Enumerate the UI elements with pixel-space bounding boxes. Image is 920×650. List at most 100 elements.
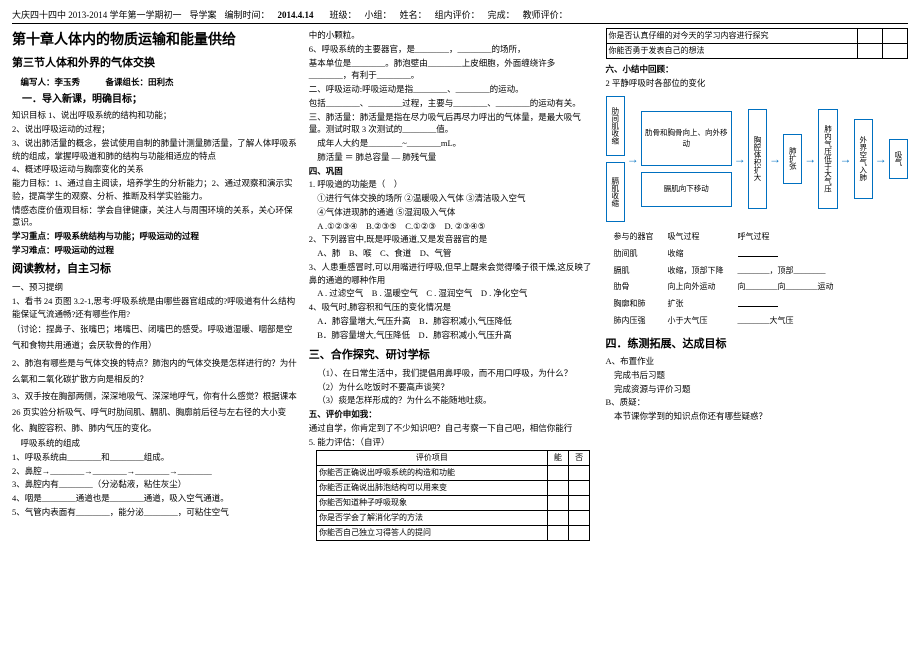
table-row: 你能否勇于发表自己的想法 [606,44,908,59]
school-term: 大庆四十四中 2013-2014 学年第一学期初一 [12,8,182,21]
table-row: 评价项目 能 否 [316,451,589,466]
s4: 4、咽是________通道也是________通道，吸入空气通道。 [12,492,301,505]
table-row: 你能否正确说出肺泡结构可以用来变 [316,481,589,496]
part1-title: 一．导入新课，明确目标； [12,92,301,107]
s3: 3、鼻腔内有________（分泌黏液，粘住灰尘） [12,478,301,491]
flow-title: 2 平静呼吸时各部位的变化 [606,77,909,90]
q4: 4、吸气时,肺容积和气压的变化情况是 [309,301,598,314]
kn3: 3、说出肺活量的概念，尝试使用自制的肺量计测量肺活量，了解人体呼吸系统的组成，掌… [12,137,301,163]
q3: 3、人患重感冒时,可以用嘴进行呼吸,但早上醒来会觉得嗓子很干燥,这反映了鼻的通道… [309,261,598,287]
flowchart: 肋间肌收缩 膈肌收缩 → 肋骨和胸骨向上、向外移动 膈肌向下移动 → 胸腔体积扩… [606,96,909,222]
table-row: 肺内压强小于大气压________大气压 [608,314,840,328]
column-1: 第十章人体内的物质运输和能量供给 第三节人体和外界的气体交换 编写人：李玉秀 备… [12,28,301,543]
l7: 成年人大约是________~________mL。 [309,137,598,150]
q1: 1. 呼吸道的功能是（ ） [309,178,598,191]
table-row: 你能否知道种子呼吸现象 [316,496,589,511]
th-item: 评价项目 [316,451,547,466]
th-yes: 能 [547,451,568,466]
eval-table: 评价项目 能 否 你能否正确说出呼吸系统的构造和功能 你能否正确说出肺泡结构可以… [316,450,590,541]
flow-box: 膈肌收缩 [606,162,625,222]
q1c: A .①②③④ B.②③⑤ C.①②③ D. ②③④⑤ [309,220,598,233]
flow-box: 肋骨和胸骨向上、向外移动 [641,111,732,166]
q3a: A . 过滤空气 B . 温暖空气 C . 湿润空气 D . 净化空气 [309,287,598,300]
q-title: 四、巩固 [309,165,598,178]
l5: 包括________、________过程，主要与________、______… [309,97,598,110]
reading-title: 阅读教材，自主习标 [12,261,301,278]
q3: 3、双手按在胸部两侧，深深地吸气、深深地呼气，你有什么感觉？根据课本 26 页实… [12,388,301,436]
flow-box: 膈肌向下移动 [641,172,732,207]
kn4: 4、概述呼吸运动与胸廓变化的关系 [12,163,301,176]
table-row: 膈肌收缩，顶部下降________，顶部________ [608,264,840,278]
arrow-icon: → [804,150,816,168]
ability: 能力目标：1、通过自主阅读，培养学生的分析能力；2、通过观察和演示实验，提高学生… [12,177,301,203]
s2: 2、鼻腔→________→________→________→________ [12,465,301,478]
arrow-icon: → [875,150,887,168]
header-bar: 大庆四十四中 2013-2014 学年第一学期初一 导学案 编制时间：2014.… [12,8,908,24]
table-row: 你能否自己独立习得答人的提问 [316,526,589,541]
arrow-icon: → [627,150,639,168]
table-row: 你是否学会了解消化学的方法 [316,511,589,526]
s1: 1、呼吸系统由________和________组成。 [12,451,301,464]
flow-box: 肺内气压低于大气压 [818,109,837,209]
table-row: 你是否认真仔细的对今天的学习内容进行探究 [606,29,908,44]
flow-box: 外界空气入肺 [854,119,873,199]
q1a: ①进行气体交换的场所 ②温暖吸入气体 ③清洁吸入空气 [309,192,598,205]
c2: （2）为什么吃饭时不要高声谈笑？ [309,381,598,394]
table-row: 肋骨向上向外运动向________向________运动 [608,280,840,294]
c1: （1）、在日常生活中，我们提倡用鼻呼吸，而不用口呼吸，为什么？ [309,367,598,380]
s5: 5、气管内表面有________，能分泌________，可粘住空气 [12,506,301,519]
date: 编制时间：2014.4.14 [225,8,322,21]
table-row: 参与的器官 吸气过程 呼气过程 [608,230,840,244]
sys-label: 呼吸系统的组成 [12,437,301,450]
preview-title: 一、预习提纲 [12,281,301,294]
group-field: 小组： [365,8,392,21]
table-row: 你能否正确说出呼吸系统的构造和功能 [316,466,589,481]
part4-title: 四．练测拓展、达成目标 [606,336,909,353]
eval-q: 5. 能力评估：（自评） [309,436,598,449]
breathing-table: 参与的器官 吸气过程 呼气过程 肋间肌收缩 膈肌收缩，顶部下降________，… [606,228,842,330]
note: （讨论：捏鼻子、张嘴巴；堵嘴巴、闭嘴巴的感受。呼吸道湿暖、咽部是空气和食物共用通… [12,321,301,353]
l3: 基本单位是________。肺泡壁由________上皮细胞，外面缠绕许多___… [309,57,598,83]
eval1-field: 组内评价： [435,8,480,21]
q2a: A、肺 B、喉 C、食道 D、气管 [309,247,598,260]
arrow-icon: → [769,150,781,168]
column-2: 中的小颗粒。 6、呼吸系统的主要器官，是________，________的场所… [309,28,598,543]
l1: 中的小颗粒。 [309,29,598,42]
th-no: 否 [568,451,589,466]
section-title: 第三节人体和外界的气体交换 [12,55,301,72]
flow-box: 胸腔体积扩大 [748,109,767,209]
flow-box: 肋间肌收缩 [606,96,625,156]
summary-title: 六、小结中回顾： [606,63,909,76]
authors: 编写人：李玉秀 备课组长：田利杰 [12,76,301,89]
arrow-icon: → [734,150,746,168]
class-field: 班级： [330,8,357,21]
content-columns: 第十章人体内的物质运输和能量供给 第三节人体和外界的气体交换 编写人：李玉秀 备… [12,28,908,543]
l2: 6、呼吸系统的主要器官，是________，________的场所， [309,43,598,56]
column-3: 你是否认真仔细的对今天的学习内容进行探究 你能否勇于发表自己的想法 六、小结中回… [606,28,909,543]
l6: 三、肺活量：肺活量是指在尽力吸气后再尽力呼出的气体量，是最大吸气量。测试时取 3… [309,111,598,137]
table-row: 胸廓和肺扩张 [608,296,840,312]
c3: （3）痰是怎样形成的？为什么不能随地吐痰。 [309,394,598,407]
kn1: 知识目标 1、说出呼吸系统的结构和功能； [12,109,301,122]
emotion: 情感态度价值观目标：学会自律健康，关注人与周围环境的关系，关心环保意识。 [12,204,301,230]
q1b: ④气体进现肺的通道 ⑤湿润吸入气体 [309,206,598,219]
q4b: B．肺容量增大,气压降低 D．肺容积减小,气压升高 [309,329,598,342]
hw1: 完成书后习题 [606,369,909,382]
q2: 2、肺泡有哪些是与气体交换的特点？肺泡内的气体交换是怎样进行的？为什么氧和二氧化… [12,355,301,387]
l4: 二、呼吸运动:呼吸运动是指________、________的运动。 [309,83,598,96]
eval-sub: 通过自学，你肯定到了不少知识吧？自己考察一下自己吧，相信你能行 [309,422,598,435]
name-field: 姓名： [400,8,427,21]
hw2: 完成资源与评价习题 [606,383,909,396]
kn2: 2、说出呼吸运动的过程； [12,123,301,136]
eval2-field: 教师评价： [523,8,568,21]
bq-title: B、质疑： [606,396,909,409]
coop-title: 三、合作探究、研讨学标 [309,347,598,364]
l8: 肺活量 ＝ 肺总容量 — 肺残气量 [309,151,598,164]
flow-box: 吸气 [889,139,908,179]
eval-title: 五、评价申如我： [309,408,598,421]
done-field: 完成： [488,8,515,21]
eval-table-cont: 你是否认真仔细的对今天的学习内容进行探究 你能否勇于发表自己的想法 [606,28,909,59]
flow-box: 肺扩张 [783,134,802,184]
arrow-icon: → [840,150,852,168]
bq1: 本节课你学到的知识点你还有哪些疑惑？ [606,410,909,423]
